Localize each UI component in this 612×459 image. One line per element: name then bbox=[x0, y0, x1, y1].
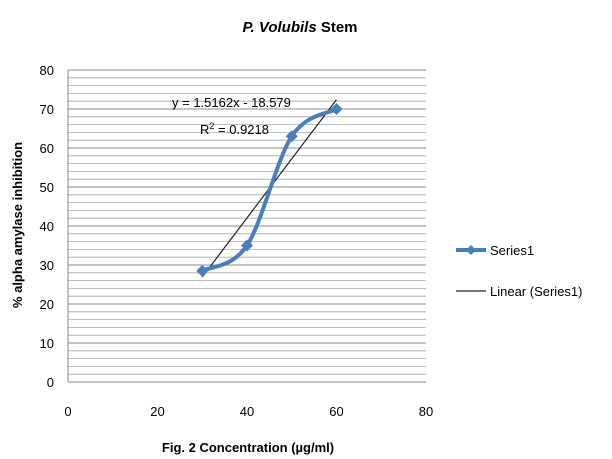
x-tick-label: 60 bbox=[329, 404, 343, 419]
y-tick-label: 30 bbox=[40, 258, 54, 273]
r-squared-value: = 0.9218 bbox=[214, 122, 269, 137]
chart-title-italic: P. Volubils bbox=[242, 19, 316, 36]
x-tick-label: 20 bbox=[150, 404, 164, 419]
x-axis-label: Fig. 2 Concentration (µg/ml) bbox=[162, 440, 334, 455]
legend-series-marker-icon bbox=[466, 245, 476, 255]
r-squared-exponent: 2 bbox=[209, 121, 214, 131]
x-tick-label: 80 bbox=[419, 404, 433, 419]
y-tick-label: 40 bbox=[40, 219, 54, 234]
trendline-equation: y = 1.5162x - 18.579 bbox=[172, 95, 291, 110]
chart-title-rest: Stem bbox=[317, 19, 358, 36]
y-tick-label: 20 bbox=[40, 297, 54, 312]
data-point-marker bbox=[241, 239, 253, 252]
legend-series-label: Series1 bbox=[490, 243, 534, 258]
x-tick-label: 0 bbox=[64, 404, 71, 419]
y-tick-label: 60 bbox=[40, 141, 54, 156]
x-tick-labels: 0 20 40 60 80 bbox=[64, 404, 433, 419]
r-squared-prefix: R bbox=[200, 122, 209, 137]
series-markers bbox=[196, 103, 343, 277]
data-point-marker bbox=[196, 264, 209, 277]
y-tick-label: 10 bbox=[40, 336, 54, 351]
r-squared-label: R2 = 0.9218 bbox=[200, 121, 269, 137]
y-tick-label: 80 bbox=[40, 63, 54, 78]
data-point-marker bbox=[285, 130, 298, 143]
y-tick-label: 50 bbox=[40, 180, 54, 195]
legend: Series1 Linear (Series1) bbox=[456, 243, 583, 299]
x-tick-label: 40 bbox=[240, 404, 254, 419]
y-axis-label: % alpha amylase inhibition bbox=[10, 142, 25, 308]
legend-trendline-label: Linear (Series1) bbox=[490, 284, 583, 299]
series-line bbox=[201, 107, 338, 273]
chart-title: P. Volubils Stem bbox=[242, 19, 357, 36]
gridlines bbox=[68, 69, 426, 383]
data-point-marker bbox=[330, 103, 343, 115]
y-tick-labels: 0 10 20 30 40 50 60 70 80 bbox=[40, 63, 54, 390]
y-tick-label: 0 bbox=[47, 375, 54, 390]
y-tick-label: 70 bbox=[40, 102, 54, 117]
